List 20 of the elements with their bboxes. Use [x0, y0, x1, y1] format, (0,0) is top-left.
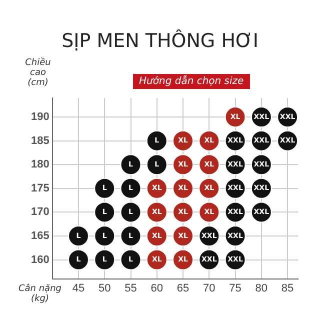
- y-tick-label: 170: [30, 206, 50, 218]
- x-tick-label: 60: [150, 282, 164, 294]
- y-tick-label: 160: [30, 254, 50, 266]
- y-tick-label: 185: [30, 134, 50, 147]
- x-tick-label: 80: [255, 282, 268, 294]
- x-tick-label: 75: [229, 282, 242, 294]
- y-tick-label: 190: [30, 111, 50, 124]
- x-tick-label: 45: [72, 282, 85, 294]
- y-tick-label: 165: [30, 230, 50, 242]
- x-tick-label: 85: [281, 282, 294, 294]
- y-axis-title: Chiều cao (cm): [24, 58, 52, 88]
- x-tick-label: 65: [176, 282, 190, 294]
- x-tick-label: 70: [203, 282, 216, 294]
- x-tick-label: 55: [124, 282, 137, 294]
- y-tick-label: 180: [30, 158, 50, 171]
- chart-subtitle: Hướng dẫn chọn size: [133, 74, 250, 89]
- x-axis-title: Cân nặng (kg): [18, 284, 62, 304]
- x-tick-label: 50: [98, 282, 111, 294]
- chart-title: SỊP MEN THÔNG HƠI: [60, 30, 260, 52]
- y-tick-label: 175: [30, 182, 50, 194]
